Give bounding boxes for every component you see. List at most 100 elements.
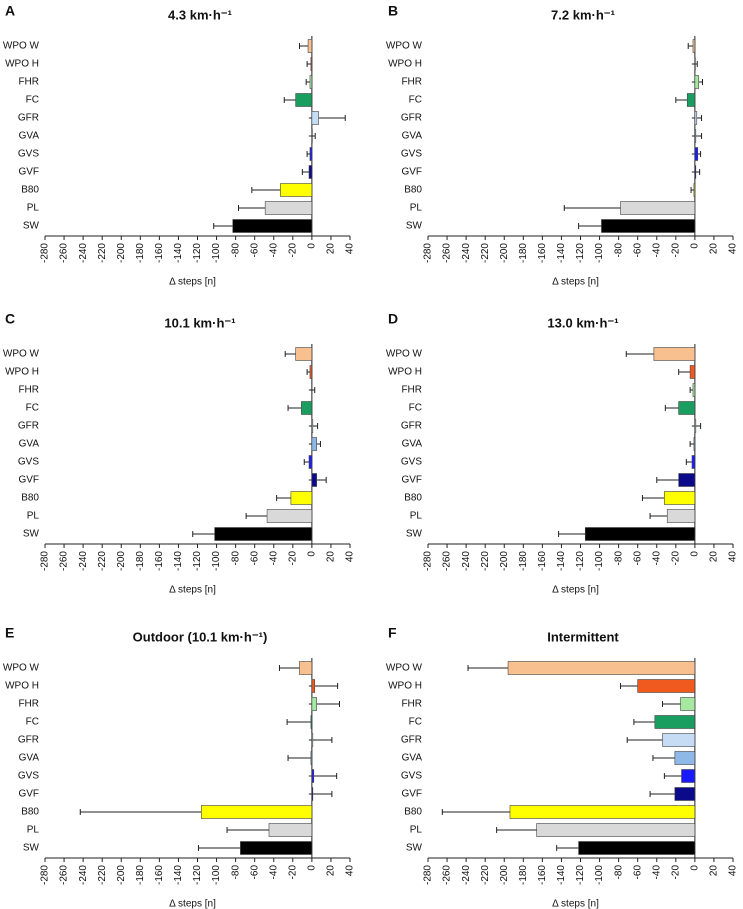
bar: [694, 165, 697, 179]
x-tick-label: -260: [442, 865, 453, 885]
category-label: PL: [410, 203, 423, 214]
x-tick-label: 0: [307, 865, 318, 871]
x-tick-label: -160: [537, 551, 548, 571]
x-tick-label: 40: [728, 551, 739, 563]
x-tick-label: -20: [287, 551, 298, 566]
category-label: FC: [26, 95, 39, 106]
x-tick-label: -160: [154, 551, 165, 571]
category-label: GVS: [401, 457, 422, 468]
bar: [310, 57, 313, 71]
x-tick-label: -240: [461, 865, 472, 885]
category-label: SW: [406, 221, 423, 232]
bar: [601, 219, 696, 233]
x-axis-label: Δ steps [n]: [169, 899, 216, 909]
bar: [584, 527, 696, 541]
x-tick-label: -120: [575, 243, 586, 263]
x-tick-label: -100: [211, 551, 222, 571]
x-axis-label: Δ steps [n]: [552, 277, 599, 288]
x-axis-label: Δ steps [n]: [552, 899, 599, 909]
bar: [637, 679, 696, 693]
x-tick-label: 0: [690, 243, 701, 249]
bar: [694, 129, 697, 143]
x-tick-label: -260: [59, 243, 70, 263]
x-tick-label: -240: [78, 865, 89, 885]
category-label: FHR: [18, 385, 39, 396]
bar: [620, 201, 696, 215]
category-label: FHR: [401, 699, 422, 710]
panel-letter: F: [388, 625, 397, 641]
category-label: GVF: [18, 789, 39, 800]
x-tick-label: -160: [154, 243, 165, 263]
category-label: SW: [23, 529, 40, 540]
panel: F Intermittent-280 -260 -240 -220 -200 -180 -16…: [386, 625, 739, 909]
bar: [290, 491, 313, 505]
bar: [295, 347, 313, 361]
category-label: GVA: [19, 131, 40, 142]
x-tick-label: -60: [632, 551, 643, 566]
x-axis-label: Δ steps [n]: [169, 277, 216, 288]
bar: [694, 111, 698, 125]
x-tick-label: -280: [423, 243, 434, 263]
bar: [309, 147, 313, 161]
x-tick-label: -120: [575, 865, 586, 885]
bar: [309, 75, 313, 89]
x-tick-label: -220: [480, 551, 491, 571]
x-tick-label: -140: [556, 551, 567, 571]
bar: [691, 455, 696, 469]
panel-title: Intermittent: [547, 629, 619, 644]
category-label: PL: [410, 825, 423, 836]
x-tick-label: -280: [40, 865, 51, 885]
category-label: GFR: [401, 421, 422, 432]
bar: [681, 769, 696, 783]
category-label: WPO W: [386, 41, 423, 52]
category-label: B80: [21, 807, 39, 818]
x-tick-label: -200: [116, 865, 127, 885]
panel: A 4.3 km·h⁻¹-280 -260 -240 -220 -200 -180 -160-…: [3, 3, 356, 288]
x-axis-label: Δ steps [n]: [169, 585, 216, 596]
bar: [694, 147, 699, 161]
bar: [578, 841, 696, 855]
bar: [693, 183, 696, 197]
bar: [674, 751, 696, 765]
x-tick-label: -260: [59, 551, 70, 571]
category-label: FC: [26, 403, 39, 414]
x-tick-label: -160: [154, 865, 165, 885]
x-tick-label: -60: [249, 551, 260, 566]
x-tick-label: 40: [345, 243, 356, 255]
x-tick-label: -200: [116, 551, 127, 571]
panel-title: Outdoor (10.1 km·h⁻¹): [133, 629, 268, 644]
category-label: FHR: [18, 77, 39, 88]
bar: [268, 823, 313, 837]
category-label: GVA: [19, 439, 40, 450]
bar: [694, 75, 699, 89]
category-label: B80: [404, 185, 422, 196]
x-tick-label: -100: [594, 243, 605, 263]
x-tick-label: -40: [268, 243, 279, 258]
panel-letter: E: [5, 625, 14, 641]
category-label: WPO H: [5, 59, 39, 70]
panel-title: 10.1 km·h⁻¹: [164, 315, 235, 330]
category-label: GVA: [402, 753, 423, 764]
bar: [295, 93, 313, 107]
bar: [310, 715, 313, 729]
x-tick-label: -200: [499, 551, 510, 571]
bar: [307, 39, 313, 53]
bar: [311, 769, 315, 783]
bar: [266, 509, 313, 523]
x-tick-label: -260: [442, 551, 453, 571]
x-tick-label: 40: [728, 865, 739, 877]
x-tick-label: -40: [268, 551, 279, 566]
x-tick-label: 20: [326, 551, 337, 563]
category-label: GVF: [401, 475, 422, 486]
x-tick-label: -180: [518, 551, 529, 571]
x-tick-label: -220: [480, 243, 491, 263]
x-tick-label: -260: [442, 243, 453, 263]
panel-letter: C: [5, 311, 15, 327]
x-tick-label: -240: [461, 551, 472, 571]
x-tick-label: -260: [59, 865, 70, 885]
bar: [280, 183, 313, 197]
x-tick-label: 40: [345, 865, 356, 877]
category-label: WPO W: [3, 41, 40, 52]
bar: [311, 679, 316, 693]
panel: D 13.0 km·h⁻¹-280 -260 -240 -220 -200 -180 -160…: [386, 311, 739, 596]
